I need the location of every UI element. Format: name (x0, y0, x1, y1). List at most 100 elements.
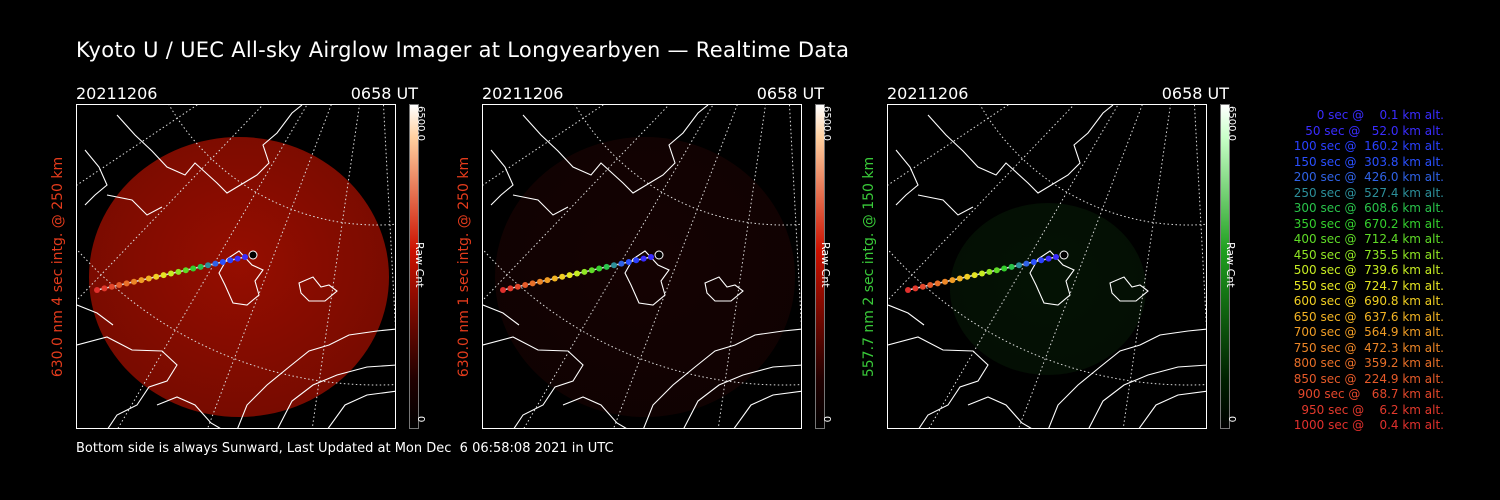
panel-ylabel: 630.0 nm 1 sec intg. @ 250 km (456, 156, 472, 377)
page-title: Kyoto U / UEC All-sky Airglow Imager at … (76, 38, 850, 62)
trajectory-point (101, 285, 108, 292)
trajectory-point (131, 278, 137, 285)
legend-entry: 1000 sec @ 0.4 km alt. (1293, 418, 1444, 432)
footer-note: Bottom side is always Sunward, Last Upda… (76, 441, 614, 456)
trajectory-point (537, 278, 543, 285)
trajectory-point (588, 267, 595, 274)
trajectory-point (145, 275, 152, 282)
trajectory-point (190, 265, 197, 272)
legend-entry: 900 sec @ 68.7 km alt. (1297, 387, 1444, 401)
trajectory-point (138, 277, 145, 284)
trajectory-point (522, 282, 529, 289)
trajectory-point (956, 275, 963, 282)
legend-entry: 950 sec @ 6.2 km alt. (1301, 402, 1444, 417)
panel-time: 0658 UT (756, 84, 824, 103)
trajectory-point (182, 267, 189, 274)
trajectory-point (640, 255, 647, 262)
trajectory-point (507, 285, 514, 292)
graticule (77, 105, 395, 428)
trajectory-point (1038, 257, 1045, 264)
trajectory-point (234, 255, 241, 262)
trajectory-point (227, 257, 234, 264)
trajectory-point (618, 260, 625, 267)
legend-entry: 150 sec @ 303.8 km alt. (1293, 154, 1444, 169)
trajectory-point (611, 262, 617, 269)
trajectory-point (1030, 258, 1037, 265)
rocket-trajectory (94, 250, 258, 293)
trajectory-point (153, 273, 160, 280)
trajectory-point (912, 285, 919, 292)
panel-date: 20211206 (76, 84, 158, 103)
trajectory-point (934, 280, 941, 287)
colorbar (815, 104, 825, 429)
panel-date: 20211206 (482, 84, 564, 103)
trajectory-point (566, 272, 573, 279)
legend-entry: 600 sec @ 690.8 km alt. (1293, 294, 1444, 308)
trajectory-point (942, 278, 948, 285)
trajectory-point (1045, 255, 1052, 262)
trajectory-point (175, 268, 182, 275)
trajectory-point (551, 275, 558, 282)
trajectory-point (514, 283, 521, 290)
trajectory-point (108, 283, 115, 290)
trajectory-point (242, 254, 248, 260)
trajectory-point (168, 270, 174, 277)
trajectory-point (160, 272, 167, 279)
graticule (483, 105, 801, 428)
trajectory-point (1053, 254, 1059, 260)
panel-date: 20211206 (887, 84, 969, 103)
trajectory-point (949, 277, 956, 284)
coastlines (77, 105, 395, 428)
launch-site-marker (1059, 250, 1069, 260)
trajectory-point (986, 268, 993, 275)
legend-entry: 500 sec @ 739.6 km alt. (1293, 263, 1444, 277)
trajectory-point (633, 257, 640, 264)
panel-time: 0658 UT (350, 84, 418, 103)
allsky-map (76, 104, 396, 429)
sky-panel-1: 20211206 0658 UT 630.0 nm 4 sec intg. @ … (50, 84, 456, 429)
trajectory-point (1001, 265, 1008, 272)
legend-entry: 650 sec @ 637.6 km alt. (1293, 309, 1444, 324)
trajectory-point (581, 268, 588, 275)
legend-entry: 400 sec @ 712.4 km alt. (1293, 232, 1444, 246)
rocket-trajectory (500, 250, 664, 293)
legend-entry: 100 sec @ 160.2 km alt. (1293, 139, 1444, 153)
trajectory-point (905, 287, 911, 293)
trajectory-point (500, 287, 506, 293)
panel-ylabel: 557.7 nm 2 sec intg. @ 150 km (861, 156, 877, 377)
trajectory-point (559, 273, 566, 280)
legend-entry: 800 sec @ 359.2 km alt. (1293, 356, 1444, 370)
trajectory-point (574, 270, 580, 277)
legend-entry: 450 sec @ 735.5 km alt. (1293, 247, 1444, 262)
trajectory-point (1016, 262, 1022, 269)
trajectory-point (116, 282, 123, 289)
coastlines (888, 105, 1206, 428)
panel-time: 0658 UT (1161, 84, 1229, 103)
trajectory-point (1023, 260, 1030, 267)
sky-image-disk (950, 203, 1146, 375)
trajectory-legend: 0 sec @ 0.1 km alt. 50 sec @ 52.0 km alt.… (1294, 108, 1444, 434)
legend-entry: 200 sec @ 426.0 km alt. (1293, 170, 1444, 184)
colorbar-min: 0 (821, 416, 832, 423)
allsky-map (887, 104, 1207, 429)
sky-panel-2: 20211206 0658 UT 630.0 nm 1 sec intg. @ … (456, 84, 862, 429)
trajectory-point (603, 263, 610, 270)
trajectory-point (979, 270, 985, 277)
colorbar-min: 0 (415, 416, 426, 423)
legend-entry: 350 sec @ 670.2 km alt. (1293, 216, 1444, 231)
graticule (888, 105, 1206, 428)
legend-entry: 550 sec @ 724.7 km alt. (1293, 278, 1444, 293)
coastlines (483, 105, 801, 428)
trajectory-point (971, 272, 978, 279)
sky-panel-3: 20211206 0658 UT 557.7 nm 2 sec intg. @ … (861, 84, 1267, 429)
colorbar-min: 0 (1226, 416, 1237, 423)
trajectory-point (919, 283, 926, 290)
legend-entry: 850 sec @ 224.9 km alt. (1293, 371, 1444, 386)
trajectory-point (212, 260, 219, 267)
legend-entry: 300 sec @ 608.6 km alt. (1293, 201, 1444, 215)
launch-site-marker (248, 250, 258, 260)
panel-ylabel: 630.0 nm 4 sec intg. @ 250 km (50, 156, 66, 377)
trajectory-point (648, 254, 654, 260)
launch-site-marker (654, 250, 664, 260)
colorbar (409, 104, 419, 429)
